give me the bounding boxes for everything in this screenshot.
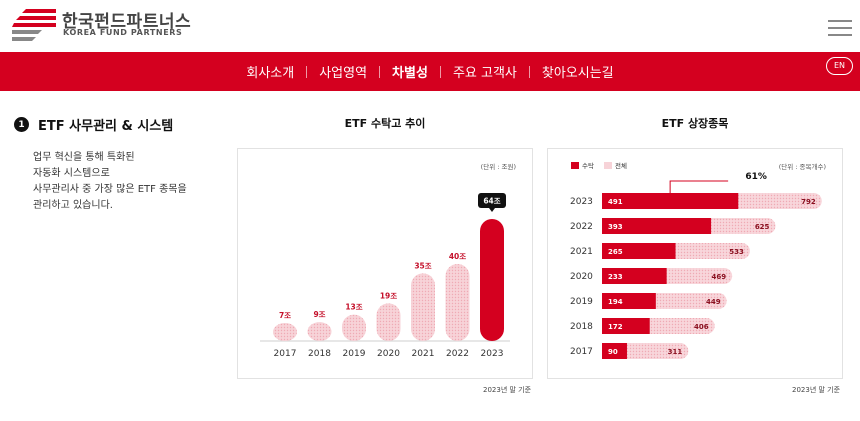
nav-item-differentiation[interactable]: 차별성 xyxy=(392,66,428,81)
listings-entrusted-bar-2023 xyxy=(602,193,739,209)
aum-value-label: 9조 xyxy=(313,310,325,319)
aum-value-label: 7조 xyxy=(279,311,291,320)
aum-year-label: 2023 xyxy=(481,349,504,359)
listings-total-value: 406 xyxy=(694,323,709,331)
listings-entrusted-bar-2019 xyxy=(602,293,656,309)
aum-year-label: 2018 xyxy=(308,349,331,359)
legend-swatch-entrusted xyxy=(571,161,579,169)
aum-bar-2020 xyxy=(376,303,401,341)
nav-item-company[interactable]: 회사소개 xyxy=(246,66,295,81)
site-header: 한국펀드파트너스 KOREA FUND PARTNERS xyxy=(0,0,860,52)
aum-bar-2018 xyxy=(307,322,332,341)
aum-value-label: 19조 xyxy=(380,291,397,300)
aum-chart-title: ETF 수탁고 추이 xyxy=(344,117,426,130)
aum-bar-2017 xyxy=(273,323,297,341)
listings-total-value: 311 xyxy=(668,348,683,356)
description-line: 업무 혁신을 통해 특화된 xyxy=(33,152,135,163)
listings-entrusted-bar-2020 xyxy=(602,268,667,284)
aum-chart-panel: (단위 : 조원) 7조 2017 9조 2018 13조 2019 19조 2020 35조 2… xyxy=(237,148,533,379)
legend-swatch-total xyxy=(603,161,612,169)
description-line: 자동화 시스템으로 xyxy=(33,168,110,179)
nav-divider xyxy=(439,65,441,78)
section-title-text: ETF 사무관리 & 시스템 xyxy=(38,119,174,134)
aum-bar-2021 xyxy=(411,273,435,341)
listings-entrusted-value: 491 xyxy=(608,198,623,206)
aum-chart: 7조 2017 9조 2018 13조 2019 19조 2020 35조 2021 40조 2022… xyxy=(260,193,510,359)
listings-year-label: 2017 xyxy=(570,347,593,357)
listings-entrusted-bar-2022 xyxy=(602,218,712,234)
aum-year-label: 2021 xyxy=(412,349,435,359)
section-number-badge: 1 xyxy=(14,117,29,132)
language-toggle[interactable]: EN xyxy=(826,57,853,75)
nav-item-clients[interactable]: 주요 고객사 xyxy=(452,66,517,81)
aum-chart-unit: (단위 : 조원) xyxy=(480,163,516,171)
aum-year-label: 2019 xyxy=(343,349,366,359)
aum-value-label: 64조 xyxy=(483,197,500,206)
listings-year-label: 2023 xyxy=(570,197,593,207)
listings-year-label: 2019 xyxy=(570,297,593,307)
listings-entrusted-value: 172 xyxy=(608,323,623,331)
listings-year-label: 2021 xyxy=(570,247,593,257)
listings-year-label: 2018 xyxy=(570,322,593,332)
aum-bar-2019 xyxy=(342,314,366,341)
aum-tooltip-box xyxy=(478,193,506,208)
listings-entrusted-bar-2021 xyxy=(602,243,676,259)
description-line: 관리하고 있습니다. xyxy=(33,200,113,211)
logo-name-en: KOREA FUND PARTNERS xyxy=(63,28,183,37)
listings-entrusted-bar-2018 xyxy=(602,318,650,334)
listings-chart-unit: (단위 : 종목개수) xyxy=(778,163,826,171)
nav-divider xyxy=(379,65,381,78)
listings-chart-footnote: 2023년 말 기준 xyxy=(792,386,841,394)
listings-legend: 수탁 전체 xyxy=(571,160,627,170)
listings-total-value: 469 xyxy=(712,273,727,281)
listings-year-label: 2020 xyxy=(570,272,593,282)
section-title: 1 ETF 사무관리 & 시스템 xyxy=(14,115,173,134)
aum-chart-footnote: 2023년 말 기준 xyxy=(483,386,532,394)
listings-entrusted-value: 194 xyxy=(608,298,623,306)
aum-year-label: 2017 xyxy=(274,349,297,359)
listings-entrusted-value: 265 xyxy=(608,248,623,256)
listings-entrusted-value: 393 xyxy=(608,223,623,231)
aum-year-label: 2020 xyxy=(377,349,400,359)
logo[interactable]: 한국펀드파트너스 KOREA FUND PARTNERS xyxy=(12,5,212,45)
aum-year-label: 2022 xyxy=(446,349,469,359)
listings-total-value: 533 xyxy=(729,248,744,256)
listings-total-value: 625 xyxy=(755,223,770,231)
aum-tooltip-pointer xyxy=(489,208,495,212)
aum-value-label: 40조 xyxy=(449,252,466,261)
menu-icon[interactable] xyxy=(828,17,852,37)
listings-annotation-label: 61% xyxy=(745,172,767,182)
listings-entrusted-value: 90 xyxy=(608,348,618,356)
listings-entrusted-value: 233 xyxy=(608,273,623,281)
listings-total-value: 449 xyxy=(706,298,721,306)
nav-item-business[interactable]: 사업영역 xyxy=(319,66,368,81)
main-nav: 회사소개 사업영역 차별성 주요 고객사 찾아오시는길 EN xyxy=(0,52,860,91)
nav-divider xyxy=(528,65,530,78)
nav-item-location[interactable]: 찾아오시는길 xyxy=(541,66,614,81)
description-line: 사무관리사 중 가장 많은 ETF 종목을 xyxy=(33,184,187,195)
listings-entrusted-bar-2017 xyxy=(602,343,627,359)
listings-annotation-line xyxy=(669,180,729,193)
section-description: 업무 혁신을 통해 특화된 자동화 시스템으로 사무관리사 중 가장 많은 ET… xyxy=(33,150,223,214)
aum-bar-2022 xyxy=(445,264,470,341)
aum-value-label: 13조 xyxy=(345,303,362,312)
legend-label-total: 전체 xyxy=(614,162,627,170)
listings-total-value: 792 xyxy=(801,198,816,206)
aum-bar-2023 xyxy=(480,219,504,341)
aum-value-label: 35조 xyxy=(414,261,431,270)
logo-mark-icon xyxy=(12,9,56,41)
listings-chart-title: ETF 상장종목 xyxy=(661,117,729,130)
nav-divider xyxy=(306,65,308,78)
logo-name-ko: 한국펀드파트너스 xyxy=(62,12,192,32)
listings-year-label: 2022 xyxy=(570,222,593,232)
listings-chart: 2023 491 792 2022 393 625 2021 265 533 2020 233 469… xyxy=(570,172,822,359)
listings-chart-panel: (단위 : 종목개수) 수탁 전체 2023 491 792 2022 393 625 20… xyxy=(547,148,843,379)
legend-label-entrusted: 수탁 xyxy=(582,162,594,170)
